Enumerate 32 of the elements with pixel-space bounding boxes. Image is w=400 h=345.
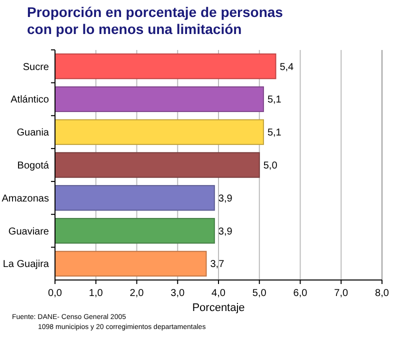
y-tick-label: Atlántico bbox=[10, 94, 50, 106]
y-tick-label: Bogotá bbox=[17, 160, 50, 172]
bar bbox=[54, 185, 215, 211]
data-label: 3,9 bbox=[218, 193, 233, 204]
data-label: 3,9 bbox=[218, 226, 233, 238]
data-label: 3,7 bbox=[210, 259, 225, 270]
x-tick-label: 0,0 bbox=[48, 288, 62, 299]
chart-title: Proporción en porcentaje de personas con por lo menos una limitación bbox=[27, 4, 284, 37]
y-tick-label: Sucre bbox=[22, 62, 50, 73]
bar bbox=[54, 250, 207, 277]
y-tick-label: La Guajira bbox=[2, 259, 50, 270]
bar bbox=[54, 218, 215, 244]
x-tick-label: 8,0 bbox=[375, 288, 390, 299]
x-tick-label: 4,0 bbox=[212, 288, 226, 299]
x-tick-label: 7,0 bbox=[334, 288, 349, 299]
bar bbox=[54, 53, 276, 80]
y-tick-label: Guaviare bbox=[8, 226, 50, 238]
data-label: 5,4 bbox=[280, 62, 294, 73]
bar bbox=[54, 152, 260, 178]
bar bbox=[54, 86, 264, 112]
y-tick-label: Guania bbox=[16, 128, 50, 139]
bar bbox=[54, 119, 264, 145]
x-tick-label: 2,0 bbox=[130, 288, 144, 299]
data-label: 5,0 bbox=[263, 160, 278, 172]
x-tick-label: 5,0 bbox=[252, 288, 267, 299]
data-label: 5,1 bbox=[267, 128, 282, 139]
x-tick-label: 1,0 bbox=[88, 288, 104, 299]
x-tick-label: 6,0 bbox=[293, 288, 308, 299]
x-axis-title: Porcentaje bbox=[192, 302, 245, 314]
data-label: 5,1 bbox=[267, 94, 282, 106]
y-tick-label: Amazonas bbox=[2, 193, 49, 204]
x-tick-label: 3,0 bbox=[170, 288, 186, 299]
